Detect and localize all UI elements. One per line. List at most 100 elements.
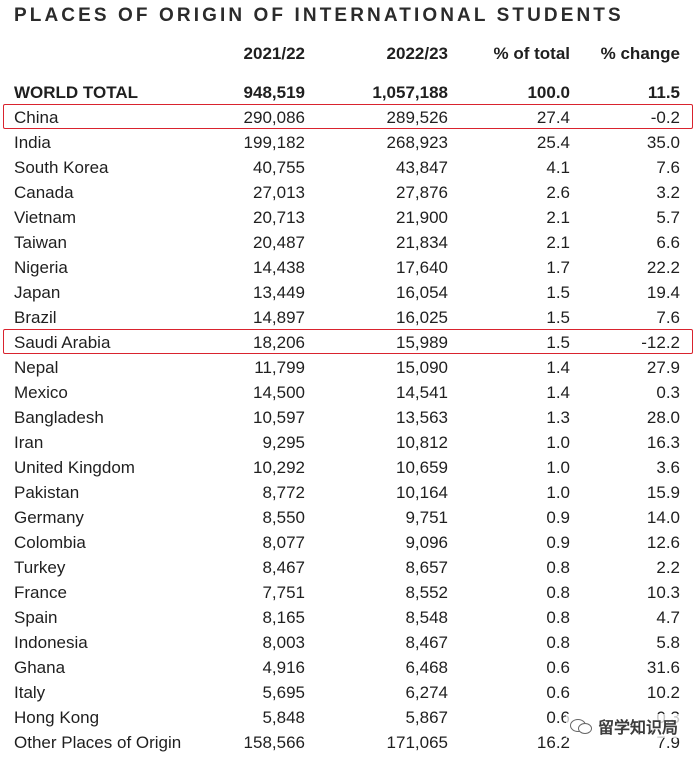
row-value-2: 14,541	[396, 383, 448, 402]
row-value-3: 2.6	[546, 183, 570, 202]
row-value-3: 1.5	[546, 308, 570, 327]
row-value-4: 31.6	[646, 658, 680, 677]
table-row: Taiwan 20,487 21,834 2.1 6.6	[0, 230, 700, 255]
row-value-4: 27.9	[646, 358, 680, 377]
row-country: Germany	[14, 508, 84, 527]
row-value-3: 1.0	[546, 433, 570, 452]
row-value-4: 28.0	[646, 408, 680, 427]
row-value-1: 5,848	[262, 708, 305, 727]
row-value-1: 8,165	[262, 608, 305, 627]
row-value-3: 2.1	[546, 233, 570, 252]
row-value-4: 5.7	[656, 208, 680, 227]
row-value-3: 0.6	[546, 683, 570, 702]
total-row: WORLD TOTAL 948,519 1,057,188 100.0 11.5	[0, 80, 700, 105]
row-value-4: 15.9	[646, 483, 680, 502]
row-value-2: 16,025	[396, 308, 448, 327]
row-value-2: 171,065	[386, 733, 448, 752]
row-value-3: 0.9	[546, 508, 570, 527]
row-value-2: 289,526	[386, 108, 448, 127]
row-country: Canada	[14, 183, 74, 202]
row-country: Nigeria	[14, 258, 68, 277]
row-value-4: 0.3	[656, 383, 680, 402]
row-value-4: 3.6	[656, 458, 680, 477]
table-row: Iran 9,295 10,812 1.0 16.3	[0, 430, 700, 455]
row-value-2: 8,657	[405, 558, 448, 577]
row-country: South Korea	[14, 158, 109, 177]
row-value-1: 158,566	[243, 733, 305, 752]
row-value-3: 4.1	[546, 158, 570, 177]
table-row: Bangladesh 10,597 13,563 1.3 28.0	[0, 405, 700, 430]
table-row: United Kingdom 10,292 10,659 1.0 3.6	[0, 455, 700, 480]
row-value-2: 17,640	[396, 258, 448, 277]
row-country: Turkey	[14, 558, 66, 577]
row-country: Bangladesh	[14, 408, 104, 427]
row-country: Italy	[14, 683, 46, 702]
row-value-4: -12.2	[641, 333, 680, 352]
row-value-2: 8,552	[405, 583, 448, 602]
row-country: France	[14, 583, 67, 602]
row-value-2: 10,659	[396, 458, 448, 477]
row-country: China	[14, 108, 59, 127]
table-row: Mexico 14,500 14,541 1.4 0.3	[0, 380, 700, 405]
row-value-2: 268,923	[386, 133, 448, 152]
row-value-1: 13,449	[253, 283, 305, 302]
table-row: Nigeria 14,438 17,640 1.7 22.2	[0, 255, 700, 280]
row-value-4: 19.4	[646, 283, 680, 302]
row-value-1: 14,897	[253, 308, 305, 327]
row-value-2: 5,867	[405, 708, 448, 727]
header-2022-23: 2022/23	[386, 44, 448, 63]
row-value-4: 5.8	[656, 633, 680, 652]
row-country: Hong Kong	[14, 708, 100, 727]
row-value-1: 14,438	[253, 258, 305, 277]
row-value-3: 1.7	[546, 258, 570, 277]
watermark-text: 留学知识局	[598, 720, 679, 737]
row-country: Brazil	[14, 308, 57, 327]
row-value-2: 13,563	[396, 408, 448, 427]
row-value-2: 15,989	[396, 333, 448, 352]
row-value-2: 6,468	[405, 658, 448, 677]
table-row: Indonesia 8,003 8,467 0.8 5.8	[0, 630, 700, 655]
row-country: Japan	[14, 283, 61, 302]
table-row: Colombia 8,077 9,096 0.9 12.6	[0, 530, 700, 555]
row-value-4: -0.2	[650, 108, 680, 127]
row-country: Nepal	[14, 358, 59, 377]
row-country: United Kingdom	[14, 458, 135, 477]
row-value-4: 2.2	[656, 558, 680, 577]
row-value-2: 8,548	[405, 608, 448, 627]
row-value-2: 9,751	[405, 508, 448, 527]
table-row: Other Places of Origin 158,566 171,065 16.2…	[0, 730, 700, 755]
header-2021-22: 2021/22	[243, 44, 305, 63]
row-value-4: 3.2	[656, 183, 680, 202]
row-value-1: 4,916	[262, 658, 305, 677]
row-value-2: 1,057,188	[372, 83, 448, 102]
row-value-4: 12.6	[646, 533, 680, 552]
row-value-1: 27,013	[253, 183, 305, 202]
row-value-3: 0.6	[546, 658, 570, 677]
table-row: Ghana 4,916 6,468 0.6 31.6	[0, 655, 700, 680]
row-value-4: 6.6	[656, 233, 680, 252]
table-row: Brazil 14,897 16,025 1.5 7.6	[0, 305, 700, 330]
row-value-1: 8,003	[262, 633, 305, 652]
row-value-4: 10.2	[646, 683, 680, 702]
row-value-1: 8,467	[262, 558, 305, 577]
row-value-1: 7,751	[262, 583, 305, 602]
wechat-icon	[570, 717, 592, 735]
row-value-2: 27,876	[396, 183, 448, 202]
row-value-1: 11,799	[254, 358, 305, 377]
row-value-2: 9,096	[405, 533, 448, 552]
row-value-4: 11.5	[647, 83, 680, 102]
column-headers: 2021/22 2022/23 % of total % change	[0, 44, 700, 70]
row-value-3: 1.3	[546, 408, 570, 427]
watermark: 留学知识局	[566, 714, 683, 738]
row-country: Pakistan	[14, 483, 80, 502]
row-value-2: 21,834	[396, 233, 448, 252]
row-country: Other Places of Origin	[14, 733, 182, 752]
row-value-1: 948,519	[243, 83, 305, 102]
row-value-3: 0.8	[546, 633, 570, 652]
row-value-1: 9,295	[262, 433, 305, 452]
row-value-2: 10,164	[396, 483, 448, 502]
table-row: Pakistan 8,772 10,164 1.0 15.9	[0, 480, 700, 505]
row-value-4: 4.7	[656, 608, 680, 627]
table-row: Germany 8,550 9,751 0.9 14.0	[0, 505, 700, 530]
